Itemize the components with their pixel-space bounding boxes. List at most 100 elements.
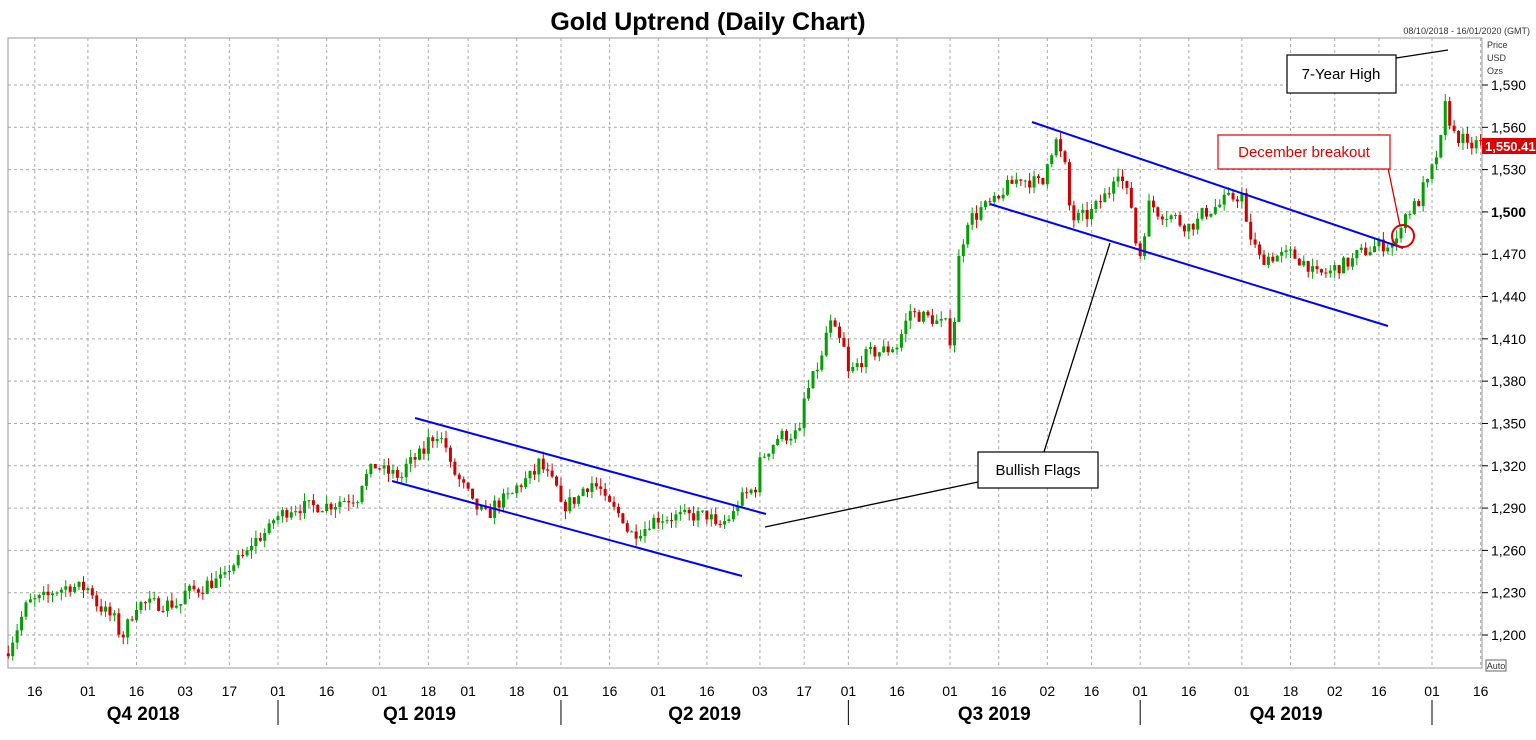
candle-up (683, 510, 686, 512)
candle-down (462, 479, 465, 482)
candle-up (1408, 214, 1411, 215)
candle-up (732, 511, 735, 519)
candle-up (971, 213, 974, 225)
candle-up (577, 496, 580, 504)
x-tick-label: 01 (270, 683, 286, 699)
chart-title: Gold Uptrend (Daily Chart) (550, 8, 865, 36)
candle-up (869, 347, 872, 349)
candle-up (1369, 252, 1372, 255)
candle-down (860, 363, 863, 367)
candle-down (1041, 178, 1044, 184)
seven-year-high-box: 7-Year High (1287, 55, 1396, 93)
quarter-label: Q4 2019 (1250, 704, 1323, 725)
candle-down (1417, 201, 1420, 206)
candle-down (471, 489, 474, 499)
x-tick-label: 01 (1234, 683, 1250, 699)
y-tick-label: 1,230 (1491, 585, 1526, 601)
candle-down (69, 586, 72, 592)
candle-down (1205, 208, 1208, 217)
y-axis: 1,2001,2301,2601,2901,3201,3501,3801,410… (1482, 77, 1526, 643)
candle-down (1258, 245, 1261, 255)
candle-down (834, 320, 837, 326)
candle-down (988, 201, 991, 202)
candle-up (966, 225, 969, 245)
candle-up (882, 346, 885, 352)
candle-up (590, 483, 593, 492)
x-tick-label: 16 (699, 683, 715, 699)
callout-line-high (1396, 50, 1448, 58)
x-tick-label: 03 (752, 683, 768, 699)
auto-scale-button[interactable]: Auto (1486, 660, 1506, 671)
candle-down (396, 470, 399, 478)
candle-up (268, 523, 271, 533)
candle-down (192, 586, 195, 589)
candle-down (1108, 193, 1111, 194)
candle-up (803, 398, 806, 428)
x-tick-label: 01 (1132, 683, 1148, 699)
candle-up (524, 478, 527, 487)
candle-up (648, 529, 651, 530)
candle-up (537, 459, 540, 475)
last-price-label: 1,550.41 (1485, 139, 1536, 154)
candle-up (303, 501, 306, 513)
candle-down (599, 486, 602, 488)
candle-up (361, 486, 364, 502)
candle-down (387, 465, 390, 473)
candle-up (188, 586, 191, 591)
candle-up (334, 507, 337, 509)
candle-up (436, 439, 439, 441)
candle-up (440, 438, 443, 439)
candle-up (1033, 176, 1036, 187)
candle-up (891, 349, 894, 352)
callout-line-flag1 (765, 482, 978, 527)
candle-down (312, 500, 315, 505)
candle-down (1338, 265, 1341, 273)
candle-up (935, 321, 938, 324)
candle-down (347, 501, 350, 502)
candle-up (325, 504, 328, 511)
candle-down (533, 471, 536, 475)
candle-up (409, 457, 412, 464)
x-tick-label: 18 (421, 683, 437, 699)
candle-down (117, 613, 120, 634)
candle-up (1015, 180, 1018, 184)
candle-up (64, 586, 67, 589)
candle-up (20, 617, 23, 631)
candle-up (246, 550, 249, 555)
candle-up (1050, 155, 1053, 164)
x-tick-label: 16 (27, 683, 43, 699)
candle-up (798, 428, 801, 430)
candle-up (789, 439, 792, 441)
candle-down (259, 538, 262, 541)
x-axis: 1601160317011601180118011601160317011601… (8, 668, 1489, 725)
candle-down (1010, 180, 1013, 184)
candle-down (1320, 269, 1323, 272)
candle-up (1280, 252, 1283, 256)
candle-down (1293, 250, 1296, 259)
candle-down (285, 510, 288, 517)
candle-up (418, 448, 421, 459)
candle-down (997, 196, 1000, 199)
candle-down (546, 469, 549, 470)
candle-up (219, 574, 222, 578)
candle-down (1183, 225, 1186, 231)
y-tick-label: 1,440 (1491, 289, 1526, 305)
candle-down (1161, 217, 1164, 220)
candle-down (82, 582, 85, 590)
candle-up (383, 465, 386, 468)
x-tick-label: 02 (1327, 683, 1343, 699)
candle-up (1444, 101, 1447, 135)
y-tick-label: 1,590 (1491, 77, 1526, 93)
candle-up (104, 607, 107, 612)
candle-up (78, 582, 81, 587)
candle-up (228, 571, 231, 572)
candle-down (1037, 176, 1040, 178)
candle-up (1333, 265, 1336, 270)
candle-up (1077, 213, 1080, 220)
candle-up (1081, 210, 1084, 213)
candle-down (1125, 181, 1128, 188)
x-tick-label: 01 (553, 683, 569, 699)
candle-up (741, 492, 744, 505)
candle-up (1355, 250, 1358, 258)
candle-down (7, 653, 10, 656)
